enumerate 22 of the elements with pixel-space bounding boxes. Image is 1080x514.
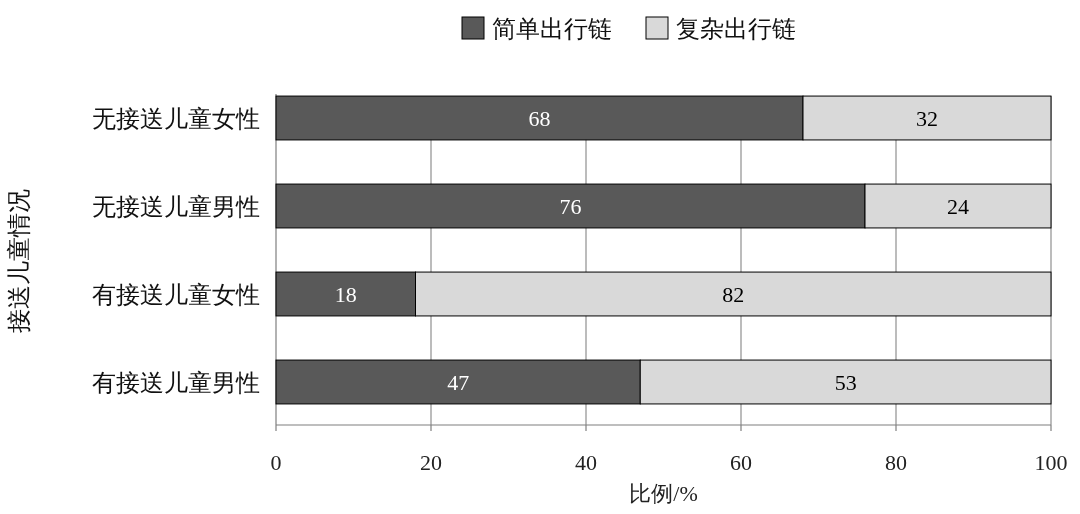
x-axis-title: 比例/% <box>629 481 698 506</box>
x-tick-label: 20 <box>420 450 442 475</box>
legend-label: 复杂出行链 <box>676 16 796 42</box>
data-label: 82 <box>722 282 745 307</box>
data-label: 76 <box>559 194 582 219</box>
y-tick-label: 无接送儿童女性 <box>92 106 260 132</box>
data-label: 24 <box>947 194 969 219</box>
y-tick-label: 有接送儿童女性 <box>92 282 260 308</box>
legend-label: 简单出行链 <box>492 16 612 42</box>
x-tick-label: 40 <box>575 450 597 475</box>
x-tick-label: 0 <box>270 450 282 475</box>
data-label: 53 <box>834 370 857 395</box>
y-axis-title: 接送儿童情况 <box>6 188 32 333</box>
y-tick-label: 无接送儿童男性 <box>92 194 260 220</box>
data-label: 18 <box>334 282 357 307</box>
data-label: 68 <box>528 106 551 131</box>
data-label: 47 <box>447 370 470 395</box>
x-tick-label: 60 <box>730 450 752 475</box>
x-tick-label: 80 <box>885 450 907 475</box>
x-tick-label: 100 <box>1034 450 1068 475</box>
data-label: 32 <box>916 106 938 131</box>
y-tick-label: 有接送儿童男性 <box>92 370 260 396</box>
